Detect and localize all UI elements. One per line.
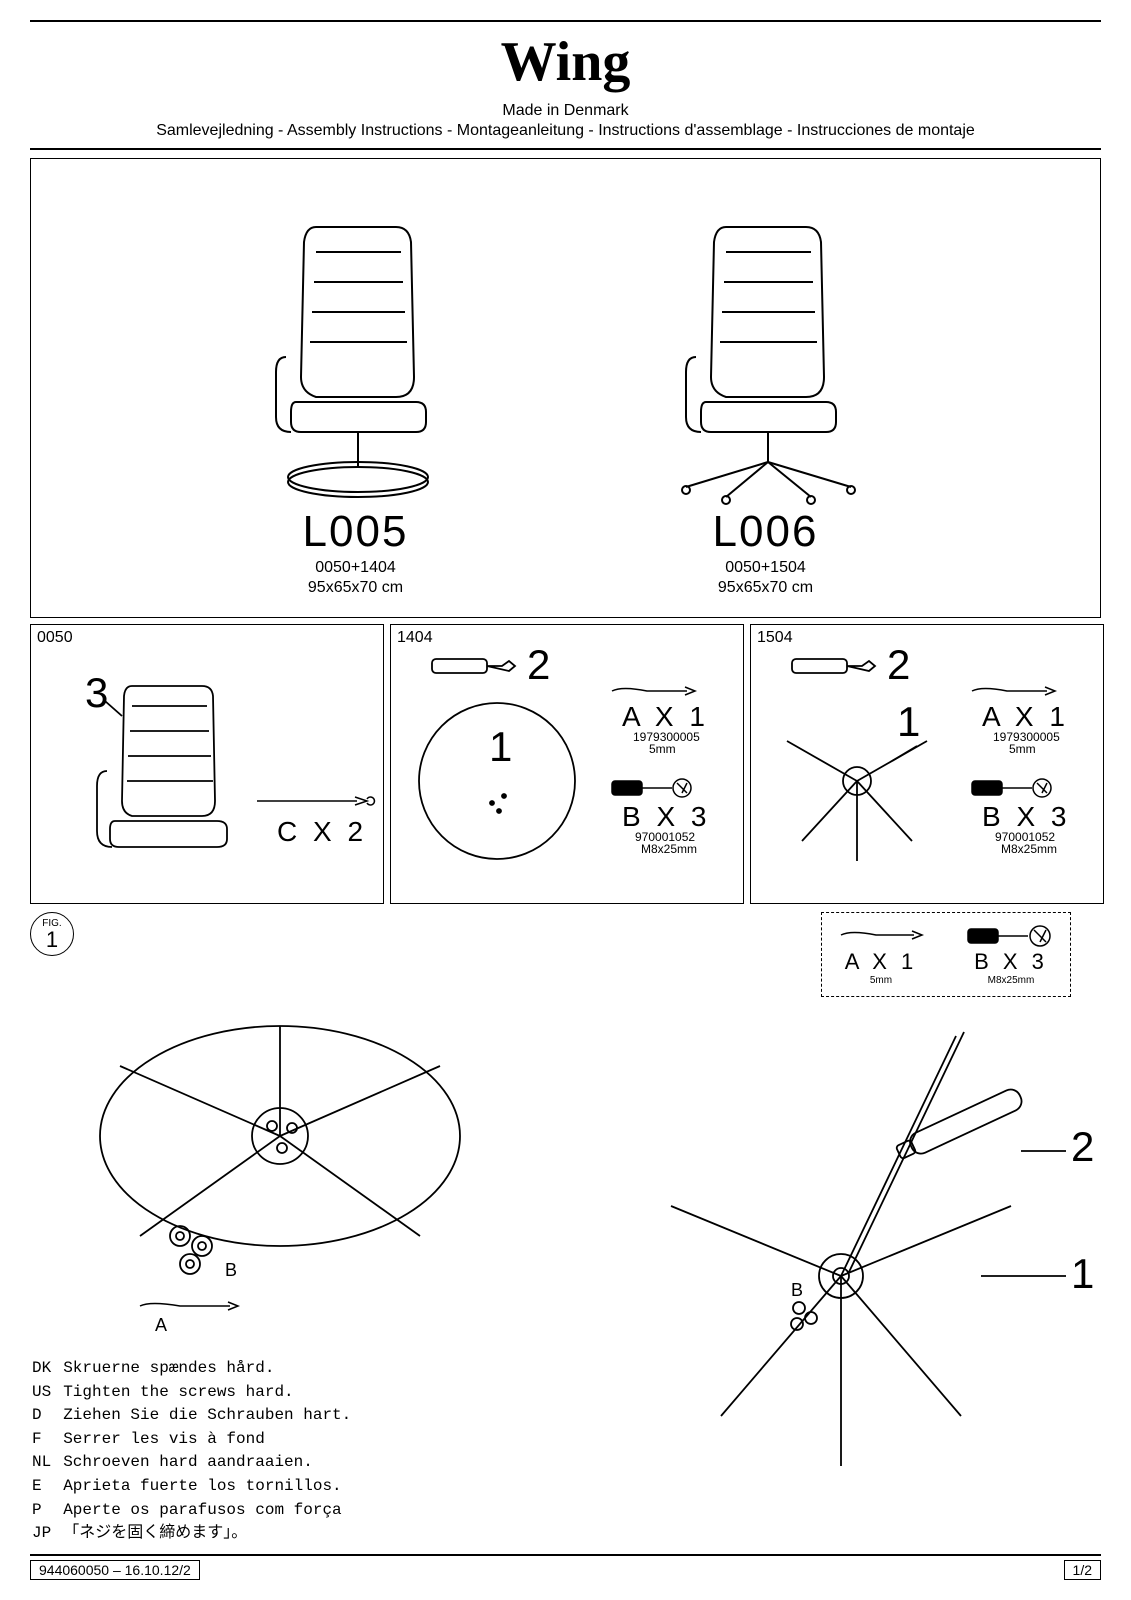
instruction-row: PAperte os parafusos com força <box>32 1500 351 1522</box>
model-code: 0050+1504 <box>646 559 886 577</box>
svg-text:A X 1: A X 1 <box>982 701 1069 732</box>
assembly-area: B A DKSkruerne spændes hård.USTighten th… <box>30 976 1101 1516</box>
page-number: 1/2 <box>1064 1560 1101 1580</box>
tool-a-label: A X 1 <box>836 949 926 975</box>
assembly-right: B 2 1 <box>581 976 1101 1516</box>
instruction-lang: DK <box>32 1358 61 1380</box>
made-in: Made in Denmark <box>30 102 1101 120</box>
instruction-row: NLSchroeven hard aandraaien. <box>32 1452 351 1474</box>
instruction-text: Skruerne spændes hård. <box>63 1358 351 1380</box>
language-line: Samlevejledning - Assembly Instructions … <box>30 122 1101 140</box>
model-l005: L005 0050+1404 95x65x70 cm <box>246 207 466 597</box>
fig1-row: FIG. 1 A X 1 5mm <box>30 912 1101 956</box>
svg-text:5mm: 5mm <box>649 742 676 756</box>
model-name: L006 <box>646 507 886 557</box>
assembly-left-diagram: B A <box>30 976 490 1346</box>
svg-text:2: 2 <box>887 641 910 688</box>
instruction-lang: F <box>32 1429 61 1451</box>
instruction-lang: US <box>32 1382 61 1404</box>
svg-text:B: B <box>225 1260 237 1280</box>
model-name: L005 <box>246 507 466 557</box>
instruction-lang: E <box>32 1476 61 1498</box>
instruction-lang: D <box>32 1405 61 1427</box>
chair-star-base-icon <box>646 207 886 507</box>
assembly-right-diagram: B 2 1 <box>581 976 1101 1496</box>
model-l006: L006 0050+1504 95x65x70 cm <box>646 207 886 597</box>
svg-text:A X 1: A X 1 <box>622 701 709 732</box>
svg-text:5mm: 5mm <box>1009 742 1036 756</box>
product-title: Wing <box>30 30 1101 94</box>
parts-row: 0050 3 C X 2 1404 <box>30 624 1101 904</box>
instruction-text: Aprieta fuerte los tornillos. <box>63 1476 351 1498</box>
instruction-lang: P <box>32 1500 61 1522</box>
instruction-row: DKSkruerne spændes hård. <box>32 1358 351 1380</box>
model-code: 0050+1404 <box>246 559 466 577</box>
svg-text:C X 2: C X 2 <box>277 816 367 847</box>
bolt-icon <box>966 923 1056 949</box>
instruction-text: Tighten the screws hard. <box>63 1382 351 1404</box>
part-id: 1504 <box>757 629 793 647</box>
svg-text:2: 2 <box>1071 1123 1094 1170</box>
chair-round-base-icon <box>246 207 466 507</box>
svg-text:1: 1 <box>1071 1250 1094 1297</box>
footer: 944060050 – 16.10.12/2 1/2 <box>30 1554 1101 1580</box>
svg-text:1: 1 <box>897 698 920 745</box>
svg-text:3: 3 <box>85 669 108 716</box>
allen-key-icon <box>836 923 926 949</box>
chair-body-icon: 3 C X 2 <box>37 631 377 891</box>
instruction-text: Schroeven hard aandraaien. <box>63 1452 351 1474</box>
fig-badge: FIG. 1 <box>30 912 74 956</box>
instruction-text: 「ネジを固く締めます」。 <box>63 1523 351 1545</box>
part-id: 0050 <box>37 629 73 647</box>
star-base-icon: 2 1 A X 1 1979300005 5mm B X 3 970001052… <box>757 631 1097 891</box>
instructions-table: DKSkruerne spændes hård.USTighten the sc… <box>30 1356 353 1547</box>
instruction-row: JP「ネジを固く締めます」。 <box>32 1523 351 1545</box>
round-base-icon: 2 1 A X 1 1979300005 5mm B X 3 970001052… <box>397 631 737 891</box>
instruction-row: USTighten the screws hard. <box>32 1382 351 1404</box>
svg-text:2: 2 <box>527 641 550 688</box>
instruction-text: Aperte os parafusos com força <box>63 1500 351 1522</box>
svg-text:B: B <box>791 1280 803 1300</box>
svg-text:M8x25mm: M8x25mm <box>1001 842 1057 856</box>
instruction-text: Ziehen Sie die Schrauben hart. <box>63 1405 351 1427</box>
part-0050: 0050 3 C X 2 <box>30 624 384 904</box>
svg-text:B X 3: B X 3 <box>622 801 710 832</box>
fig-number: 1 <box>46 929 58 951</box>
part-1504: 1504 2 1 A X 1 1979300005 5mm <box>750 624 1104 904</box>
tool-b-label: B X 3 <box>966 949 1056 975</box>
instruction-lang: NL <box>32 1452 61 1474</box>
doc-number: 944060050 – 16.10.12/2 <box>30 1560 200 1580</box>
header-divider <box>30 148 1101 150</box>
instruction-lang: JP <box>32 1523 61 1545</box>
instruction-row: EAprieta fuerte los tornillos. <box>32 1476 351 1498</box>
instruction-row: FSerrer les vis à fond <box>32 1429 351 1451</box>
part-id: 1404 <box>397 629 433 647</box>
part-1404: 1404 2 1 A X 1 1979300005 5mm <box>390 624 744 904</box>
top-rule <box>30 20 1101 22</box>
models-panel: L005 0050+1404 95x65x70 cm <box>30 158 1101 618</box>
instruction-row: DZiehen Sie die Schrauben hart. <box>32 1405 351 1427</box>
instruction-text: Serrer les vis à fond <box>63 1429 351 1451</box>
model-dim: 95x65x70 cm <box>246 579 466 597</box>
svg-text:A: A <box>155 1315 167 1335</box>
svg-text:B X 3: B X 3 <box>982 801 1070 832</box>
assembly-left: B A DKSkruerne spændes hård.USTighten th… <box>30 976 541 1516</box>
model-dim: 95x65x70 cm <box>646 579 886 597</box>
svg-text:M8x25mm: M8x25mm <box>641 842 697 856</box>
svg-text:1: 1 <box>489 723 512 770</box>
